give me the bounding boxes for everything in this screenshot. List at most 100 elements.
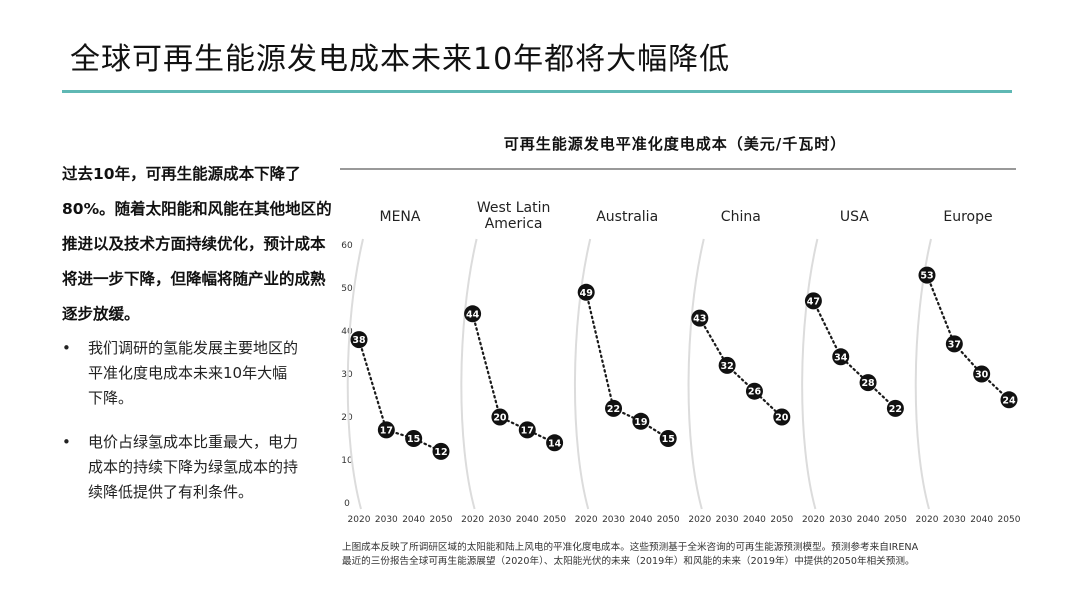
bullet-dot-icon: • <box>62 433 71 451</box>
data-point <box>945 335 963 353</box>
data-point <box>886 399 904 417</box>
x-tick-label: 2040 <box>970 515 993 525</box>
data-label: 38 <box>352 335 366 346</box>
data-point <box>405 430 423 447</box>
series-line <box>925 273 1011 401</box>
data-point <box>491 408 509 426</box>
data-point <box>632 412 650 430</box>
x-tick-label: 2040 <box>629 515 652 525</box>
x-tick-label: 2030 <box>375 515 398 525</box>
series-line <box>698 317 783 419</box>
data-label: 14 <box>548 438 562 449</box>
bullet-list: • 我们调研的氢能发展主要地区的平准化度电成本未来10年大幅下降。 • 电价占绿… <box>62 336 302 524</box>
data-label: 12 <box>434 447 447 458</box>
x-tick-label: 2040 <box>743 515 766 525</box>
data-point <box>464 305 482 323</box>
title-divider <box>62 90 1012 93</box>
data-point <box>377 421 395 439</box>
data-point <box>432 442 450 460</box>
data-point <box>1000 391 1018 409</box>
data-label: 15 <box>407 434 420 445</box>
data-point <box>605 399 623 417</box>
data-label: 28 <box>861 378 875 389</box>
bullet-text: 电价占绿氢成本比重最大，电力成本的持续下降为绿氢成本的持续降低提供了有利条件。 <box>88 433 299 501</box>
data-label: 17 <box>380 425 393 436</box>
data-point <box>577 283 595 301</box>
data-point <box>773 408 791 426</box>
series-label: USA <box>840 209 869 225</box>
x-tick-label: 2050 <box>770 515 793 525</box>
bullet-item: • 电价占绿氢成本比重最大，电力成本的持续下降为绿氢成本的持续降低提供了有利条件… <box>62 430 302 505</box>
data-point <box>659 430 677 447</box>
data-label: 26 <box>748 387 762 398</box>
series-line <box>812 299 897 410</box>
x-tick-label: 2030 <box>602 515 625 525</box>
x-tick-label: 2030 <box>716 515 739 525</box>
x-tick-label: 2050 <box>430 515 453 525</box>
series-label: West Latin <box>477 200 550 216</box>
data-label: 44 <box>466 309 480 320</box>
x-tick-label: 2020 <box>688 515 711 525</box>
data-label: 17 <box>521 425 534 436</box>
chart-title: 可再生能源发电平准化度电成本（美元/千瓦时） <box>503 135 847 153</box>
y-tick-label: 40 <box>341 327 353 337</box>
series-line <box>471 312 556 444</box>
data-point <box>350 331 368 349</box>
data-label: 22 <box>889 404 902 415</box>
x-tick-label: 2050 <box>884 515 907 525</box>
data-label: 20 <box>775 413 789 424</box>
data-point <box>918 266 936 284</box>
panel-arc <box>687 238 705 510</box>
data-point <box>832 348 850 366</box>
data-label: 19 <box>634 417 647 428</box>
x-tick-label: 2020 <box>802 515 825 525</box>
x-tick-label: 2040 <box>402 515 425 525</box>
data-label: 43 <box>693 314 706 325</box>
series-label: America <box>485 216 543 232</box>
data-point <box>745 382 763 400</box>
x-tick-label: 2050 <box>998 515 1020 525</box>
x-tick-label: 2050 <box>543 515 566 525</box>
y-tick-label: 20 <box>341 413 353 423</box>
series-line <box>357 338 443 453</box>
y-tick-label: 60 <box>341 241 353 251</box>
series-label: Europe <box>943 209 992 225</box>
x-tick-label: 2020 <box>348 515 371 525</box>
panel-arc <box>460 238 478 510</box>
data-point <box>718 356 736 374</box>
data-label: 47 <box>807 296 820 307</box>
data-point <box>973 365 991 383</box>
bullet-text: 我们调研的氢能发展主要地区的平准化度电成本未来10年大幅下降。 <box>88 339 299 407</box>
x-tick-label: 2030 <box>829 515 852 525</box>
x-tick-label: 2030 <box>488 515 511 525</box>
bullet-item: • 我们调研的氢能发展主要地区的平准化度电成本未来10年大幅下降。 <box>62 336 302 411</box>
panel-arc <box>573 238 592 510</box>
series-label: MENA <box>380 209 421 225</box>
data-point <box>804 292 822 310</box>
footnote: 上图成本反映了所调研区域的太阳能和陆上风电的平准化度电成本。这些预测基于全米咨询… <box>342 541 1022 569</box>
x-tick-label: 2040 <box>516 515 539 525</box>
x-tick-label: 2030 <box>943 515 966 525</box>
data-label: 32 <box>721 361 734 372</box>
data-label: 53 <box>920 271 933 282</box>
footnote-line-2: 最近的三份报告全球可再生能源展望（2020年）、太阳能光伏的未来（2019年）和… <box>342 556 915 567</box>
data-point <box>518 421 536 439</box>
data-label: 37 <box>948 339 961 350</box>
slide-title: 全球可再生能源发电成本未来10年都将大幅降低 <box>70 42 731 77</box>
data-label: 15 <box>662 434 675 445</box>
x-tick-label: 2040 <box>857 515 880 525</box>
data-point <box>546 434 564 452</box>
y-tick-label: 0 <box>344 499 350 509</box>
lead-paragraph: 过去10年，可再生能源成本下降了80%。随着太阳能和风能在其他地区的推进以及技术… <box>62 165 332 323</box>
series-label: China <box>721 209 761 225</box>
x-tick-label: 2020 <box>916 515 939 525</box>
data-label: 49 <box>580 288 593 299</box>
x-tick-label: 2050 <box>657 515 680 525</box>
series-label: Australia <box>596 209 658 225</box>
data-label: 30 <box>975 370 989 381</box>
series-line <box>585 291 670 440</box>
data-point <box>691 309 709 327</box>
data-label: 20 <box>493 413 507 424</box>
panel-arc <box>346 238 364 510</box>
